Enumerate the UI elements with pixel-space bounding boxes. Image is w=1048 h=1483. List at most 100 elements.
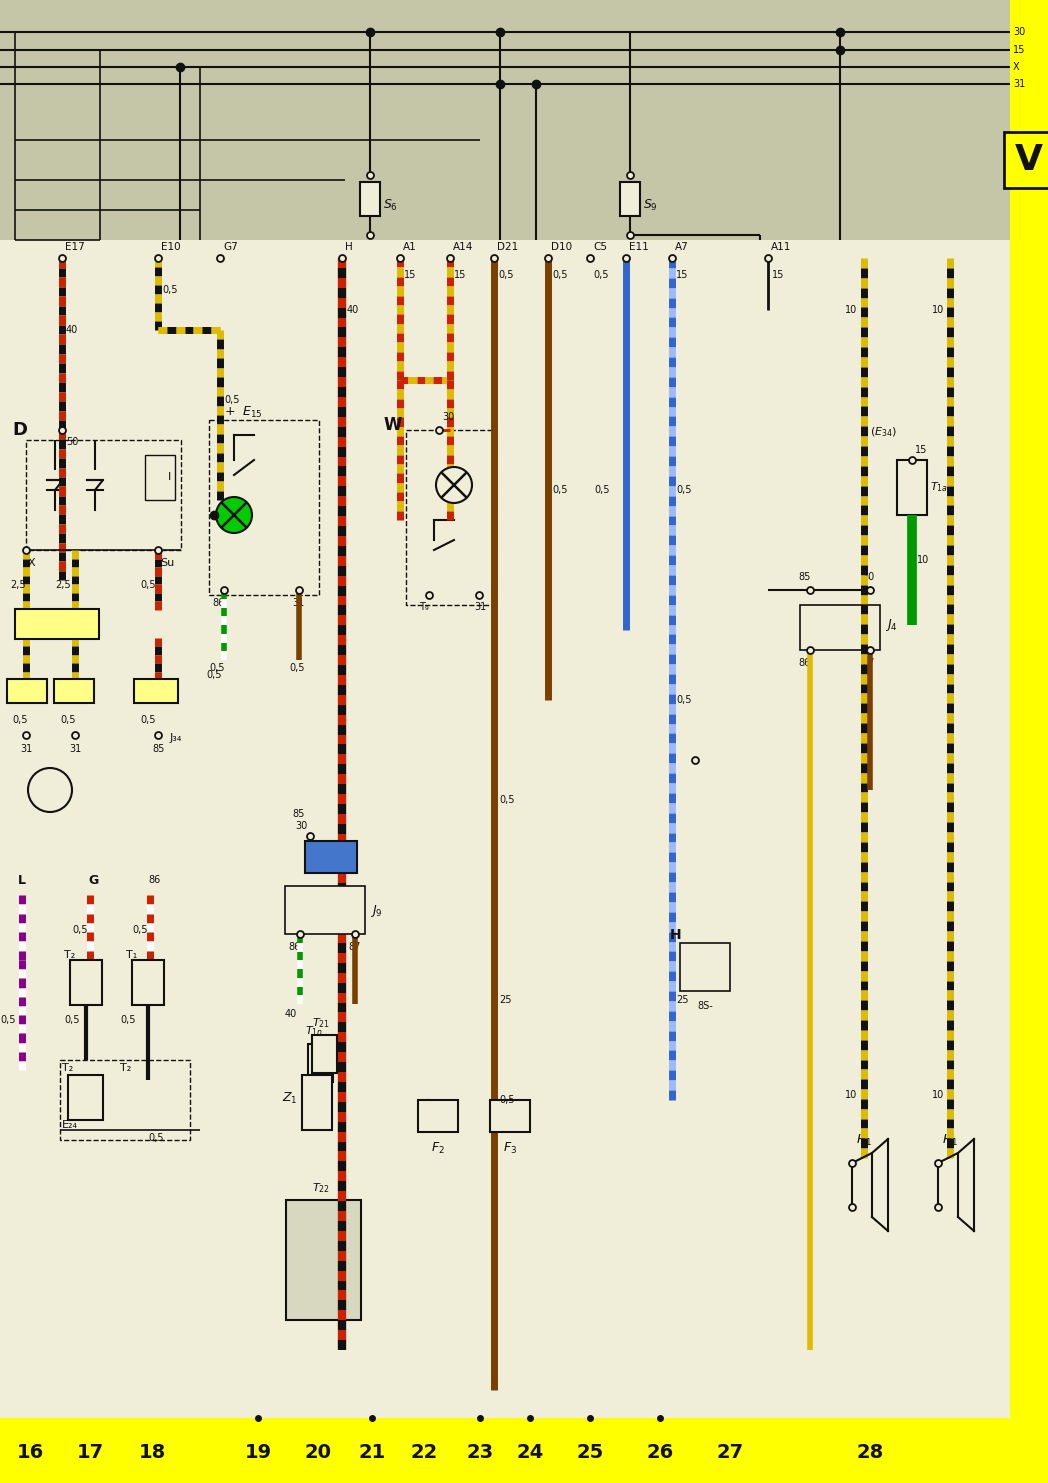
Text: $T_{1n}$: $T_{1n}$ [305,1025,323,1038]
Text: 10: 10 [845,305,857,314]
Text: A7: A7 [675,242,689,252]
Text: 15: 15 [676,270,689,280]
Text: J₃₄: J₃₄ [170,733,182,743]
Text: 85: 85 [798,572,810,581]
Text: 10: 10 [917,555,930,565]
Text: $F_2$: $F_2$ [431,1140,445,1155]
Text: 87: 87 [348,942,361,952]
Text: $T_{21}$: $T_{21}$ [312,1016,330,1029]
Bar [145,455,175,500]
Text: 0,5: 0,5 [209,663,224,673]
Text: 0,5: 0,5 [594,485,610,495]
Text: +  $E_{15}$: + $E_{15}$ [224,405,263,420]
Text: 25: 25 [499,995,511,1005]
Text: H: H [345,242,353,252]
Text: E10: E10 [161,242,180,252]
Text: 18: 18 [138,1443,166,1462]
FancyBboxPatch shape [54,679,94,703]
Text: 0,5: 0,5 [676,696,692,704]
Text: 0,5: 0,5 [499,795,515,805]
Text: 28: 28 [856,1443,883,1462]
Text: 0,5: 0,5 [593,270,609,280]
Text: II /2: II /2 [44,617,70,630]
Text: W: W [384,417,402,435]
Bar [286,1200,361,1320]
Text: 86: 86 [798,658,810,667]
Text: 30: 30 [863,572,874,581]
Text: 27: 27 [717,1443,744,1462]
FancyBboxPatch shape [134,679,178,703]
Text: $S_{16}$: $S_{16}$ [321,850,342,865]
Text: 50: 50 [66,437,79,446]
Text: $S_6$: $S_6$ [383,197,398,212]
Bar [308,1044,333,1083]
Text: 0,5: 0,5 [12,715,27,725]
Text: 0,5: 0,5 [140,715,155,725]
Text: 0,5: 0,5 [0,1014,16,1025]
Text: 31: 31 [292,598,304,608]
Text: 10: 10 [932,305,944,314]
Text: $J_9$: $J_9$ [370,903,383,919]
Bar [302,1075,332,1130]
Text: 0,5: 0,5 [140,580,155,590]
Text: 0,5: 0,5 [60,715,75,725]
Bar [406,430,496,605]
Text: 15: 15 [403,270,416,280]
Bar [418,1100,458,1132]
Text: 31: 31 [69,744,82,753]
Text: 85: 85 [292,810,304,819]
Text: 25: 25 [576,1443,604,1462]
Text: $F_3$: $F_3$ [503,1140,517,1155]
Bar [70,960,102,1005]
Bar [620,182,640,217]
Text: L: L [18,873,26,887]
Text: 0,5: 0,5 [132,925,148,934]
Text: 40: 40 [347,305,359,314]
Bar [209,420,319,595]
Text: T₁: T₁ [126,951,137,960]
Text: G: G [88,873,99,887]
Bar [897,460,927,515]
Text: III /4: III /4 [143,687,170,696]
Text: 31: 31 [20,744,32,753]
Text: 0,5: 0,5 [148,1133,163,1143]
Text: E₂₄: E₂₄ [62,1120,78,1130]
Text: 31: 31 [1013,79,1025,89]
Bar [132,960,163,1005]
Text: 23: 23 [466,1443,494,1462]
Text: E17: E17 [65,242,85,252]
Text: I /13: I /13 [61,687,88,696]
Text: $H_1$: $H_1$ [856,1133,872,1148]
Text: 2,5: 2,5 [10,580,25,590]
Bar [285,885,365,934]
Text: 25: 25 [676,995,689,1005]
FancyBboxPatch shape [7,679,47,703]
Text: T₂: T₂ [64,951,75,960]
Text: G7: G7 [223,242,238,252]
Text: $T_{1a}$: $T_{1a}$ [930,480,948,494]
Text: 0,5: 0,5 [676,485,692,495]
Text: 16: 16 [17,1443,44,1462]
Text: 15: 15 [1013,44,1025,55]
Text: 0,5: 0,5 [498,270,514,280]
Text: D21: D21 [497,242,519,252]
Text: X: X [28,558,36,568]
Circle shape [436,467,472,503]
Text: 22: 22 [411,1443,438,1462]
Text: 0,5: 0,5 [162,285,177,295]
Text: $T_{22}$: $T_{22}$ [312,1180,330,1195]
Text: 24: 24 [517,1443,544,1462]
Text: T₉: T₉ [419,602,429,612]
Bar [68,1075,103,1120]
Text: C5: C5 [593,242,607,252]
Text: I /14: I /14 [14,687,41,696]
Bar [312,1035,337,1074]
Text: 30: 30 [294,822,307,830]
Bar [305,841,357,873]
Text: A1: A1 [403,242,417,252]
Bar [1010,0,1048,1450]
Text: 0,5: 0,5 [224,394,240,405]
Bar [26,440,181,550]
Text: $Z_1$: $Z_1$ [282,1090,298,1105]
Text: T₂: T₂ [62,1063,73,1074]
